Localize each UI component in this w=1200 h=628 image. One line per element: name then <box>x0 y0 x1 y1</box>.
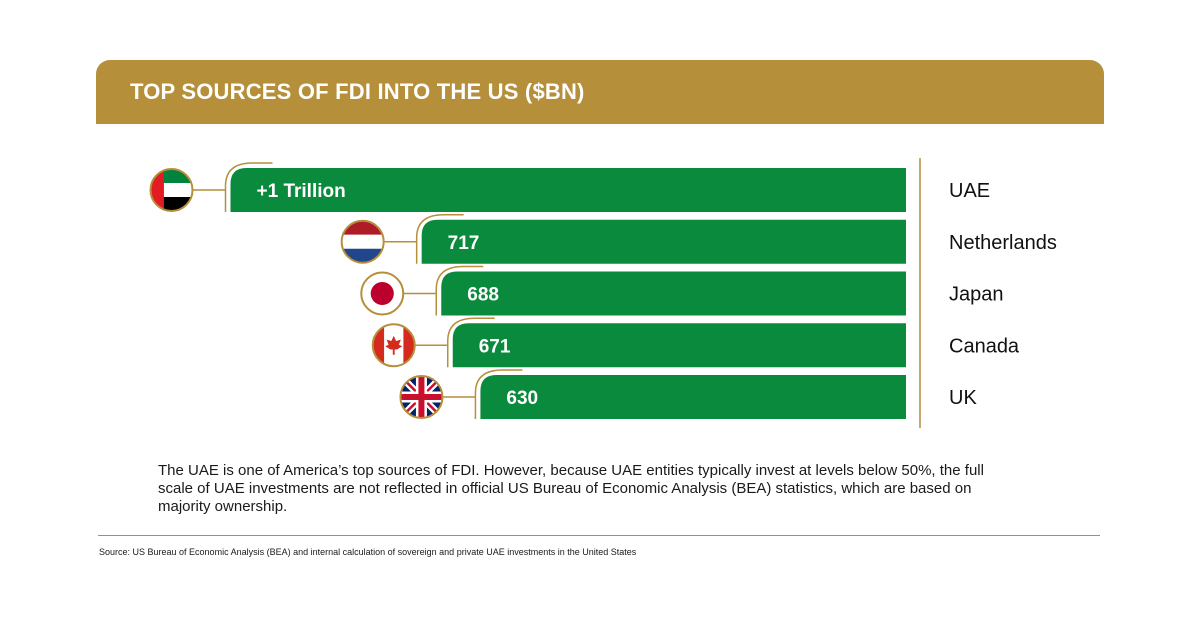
category-label: Japan <box>949 284 1004 306</box>
bar <box>230 168 906 212</box>
uk-flag-icon <box>399 375 444 419</box>
data-label: 671 <box>479 336 511 357</box>
bar <box>421 219 906 264</box>
japan-flag-icon <box>360 271 405 316</box>
flag-ring <box>360 271 405 316</box>
flag-ring <box>149 168 194 212</box>
bar <box>452 323 906 368</box>
flag-ring <box>340 219 385 264</box>
flag-ring <box>399 375 444 419</box>
source-text: Source: US Bureau of Economic Analysis (… <box>99 547 637 557</box>
footnote-text: The UAE is one of America’s top sources … <box>158 462 984 515</box>
connector-curve <box>474 369 523 419</box>
connector-curve <box>435 265 484 316</box>
data-label: 717 <box>448 233 480 254</box>
data-label: +1 Trillion <box>257 181 346 202</box>
category-label: UK <box>949 387 977 409</box>
bar <box>480 375 906 419</box>
bar-row: 717 Netherlands <box>340 214 1057 264</box>
chart-title: TOP SOURCES OF FDI INTO THE US ($BN) <box>130 79 585 104</box>
uae-flag-icon <box>149 168 194 212</box>
flag-ring <box>371 323 416 368</box>
data-label: 688 <box>467 285 499 306</box>
connector-curve <box>224 162 273 212</box>
connector-curve <box>446 317 495 368</box>
data-label: 630 <box>506 388 538 409</box>
bar-row: 630 UK <box>399 369 977 419</box>
bar-row: 671 Canada <box>371 317 1020 368</box>
netherlands-flag-icon <box>340 219 385 264</box>
category-label: Canada <box>949 335 1020 357</box>
bar <box>441 271 906 316</box>
connector-curve <box>415 214 464 264</box>
bar-row: 688 Japan <box>360 265 1004 316</box>
canada-flag-icon <box>371 323 416 368</box>
chart-header-banner: TOP SOURCES OF FDI INTO THE US ($BN) <box>96 60 1104 124</box>
divider-line <box>98 535 1100 536</box>
bar-row: +1 Trillion UAE <box>149 162 990 212</box>
category-label: UAE <box>949 180 990 202</box>
category-label: Netherlands <box>949 232 1057 254</box>
